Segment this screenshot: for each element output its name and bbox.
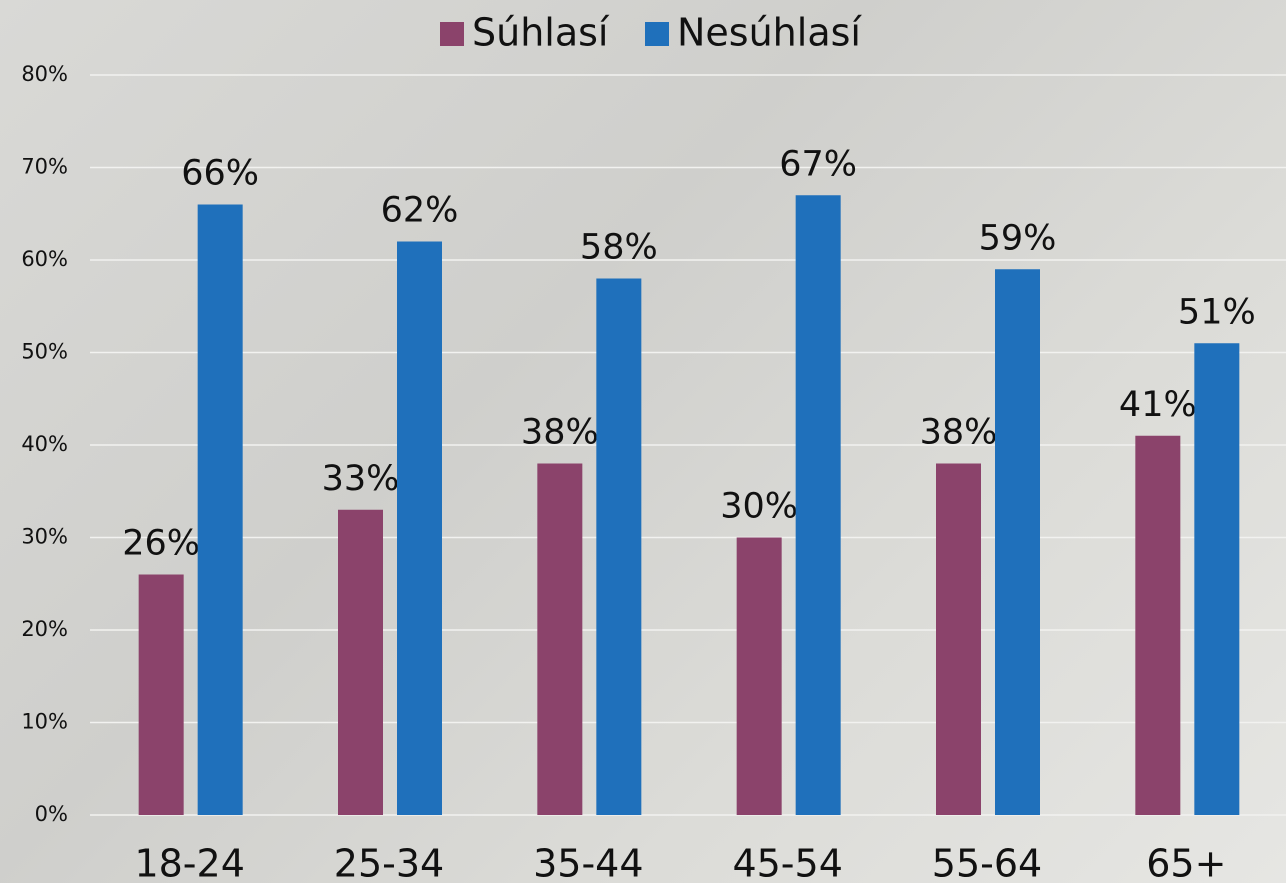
value-label: 38% xyxy=(920,413,998,453)
y-tick-label: 50% xyxy=(21,340,68,364)
bar xyxy=(936,464,981,816)
value-label: 62% xyxy=(381,191,459,231)
bar xyxy=(139,575,184,816)
value-label: 66% xyxy=(181,154,259,194)
y-tick-label: 0% xyxy=(35,802,68,826)
y-tick-label: 10% xyxy=(21,710,68,734)
bar xyxy=(796,195,841,815)
bar xyxy=(596,279,641,816)
bar xyxy=(338,510,383,815)
bar xyxy=(397,242,442,816)
value-label: 67% xyxy=(779,144,857,184)
x-tick-label: 65+ xyxy=(1146,842,1226,883)
bar xyxy=(1194,343,1239,815)
x-tick-label: 35-44 xyxy=(533,842,643,883)
legend-label: Nesúhlasí xyxy=(677,11,862,55)
value-label: 33% xyxy=(322,459,400,499)
chart: 0% 10% 20% 30% 40% 50% 60% 70% 80% Súhlasí Nesúhla… xyxy=(0,0,1286,883)
value-label: 41% xyxy=(1119,385,1197,425)
value-label: 30% xyxy=(720,487,798,527)
y-tick-label: 80% xyxy=(21,62,68,86)
legend-swatch xyxy=(440,22,464,46)
bar xyxy=(737,538,782,816)
bar xyxy=(1135,436,1180,815)
x-tick-label: 25-34 xyxy=(334,842,444,883)
value-label: 26% xyxy=(122,524,200,564)
y-tick-label: 40% xyxy=(21,432,68,456)
value-label: 51% xyxy=(1178,292,1256,332)
y-tick-label: 60% xyxy=(21,247,68,271)
bar xyxy=(537,464,582,816)
y-tick-label: 70% xyxy=(21,155,68,179)
x-tick-label: 45-54 xyxy=(732,842,842,883)
legend-swatch xyxy=(645,22,669,46)
y-tick-label: 30% xyxy=(21,525,68,549)
x-tick-label: 18-24 xyxy=(134,842,244,883)
y-tick-label: 20% xyxy=(21,617,68,641)
value-label: 59% xyxy=(979,218,1057,258)
bar xyxy=(198,205,243,816)
value-label: 58% xyxy=(580,228,658,268)
value-label: 38% xyxy=(521,413,599,453)
bar xyxy=(995,269,1040,815)
legend-label: Súhlasí xyxy=(472,11,610,55)
x-tick-label: 55-64 xyxy=(932,842,1042,883)
